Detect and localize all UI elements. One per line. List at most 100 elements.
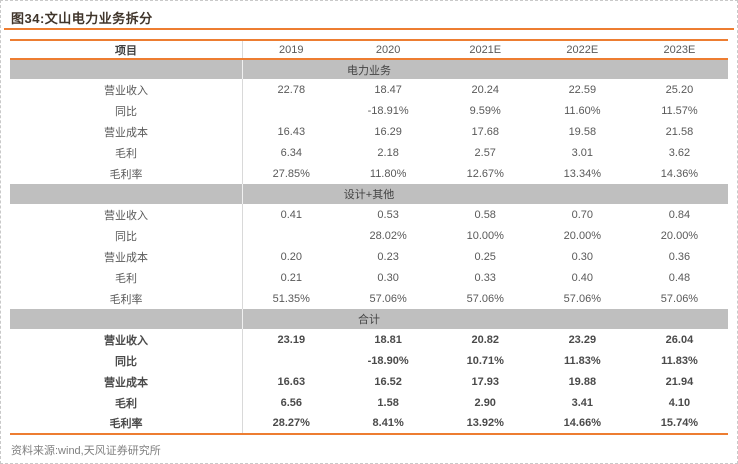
value-cell: 3.62 bbox=[668, 146, 691, 159]
value-cell: 26.04 bbox=[665, 333, 694, 346]
value-cell: 16.63 bbox=[241, 371, 340, 392]
row-label-cell: 毛利 bbox=[115, 397, 137, 410]
value-cell: 19.58 bbox=[568, 125, 597, 138]
value-cell: 13.34% bbox=[563, 167, 601, 180]
value-cell: 0.70 bbox=[571, 208, 594, 221]
value-cell: 25.20 bbox=[665, 83, 694, 96]
value-cell: 6.34 bbox=[241, 142, 340, 163]
value-cell: 0.48 bbox=[668, 271, 691, 284]
row-label-cell: 毛利 bbox=[115, 272, 137, 285]
row-label-cell: 营业收入 bbox=[104, 209, 148, 222]
column-header-year: 2022E bbox=[533, 40, 631, 60]
column-header-year: 2021E bbox=[436, 40, 534, 60]
table-row: 同比 28.02% 10.00% 20.00% 20.00% bbox=[10, 225, 728, 246]
value-cell: 28.27% bbox=[241, 413, 340, 434]
table-row: 同比 -18.90% 10.71% 11.83% 11.83% bbox=[10, 350, 728, 371]
value-cell: 27.85% bbox=[241, 163, 340, 184]
row-label-cell: 毛利率 bbox=[109, 168, 143, 181]
source-note: 资料来源:wind,天风证券研究所 bbox=[11, 445, 161, 457]
value-cell: 11.57% bbox=[661, 104, 698, 117]
value-cell: 0.30 bbox=[571, 250, 594, 263]
value-cell bbox=[241, 225, 340, 246]
value-cell: 12.67% bbox=[466, 167, 504, 180]
row-label-cell: 营业成本 bbox=[104, 126, 148, 139]
section-header-label: 合计 bbox=[10, 309, 728, 329]
value-cell: 57.06% bbox=[369, 292, 407, 305]
value-cell: 15.74% bbox=[660, 417, 699, 429]
table-row: 营业成本 16.63 16.52 17.93 19.88 21.94 bbox=[10, 371, 728, 392]
value-cell: 0.58 bbox=[474, 208, 496, 221]
value-cell: 11.60% bbox=[564, 104, 601, 117]
value-cell: -18.90% bbox=[367, 354, 409, 367]
value-cell: 3.01 bbox=[571, 146, 594, 159]
value-cell: 17.68 bbox=[471, 125, 499, 138]
table-row: 毛利率 51.35% 57.06% 57.06% 57.06% 57.06% bbox=[10, 288, 728, 309]
table-row: 毛利率 27.85% 11.80% 12.67% 13.34% 14.36% bbox=[10, 163, 728, 184]
table-row: 营业成本 0.20 0.23 0.25 0.30 0.36 bbox=[10, 246, 728, 267]
value-cell: 23.19 bbox=[241, 329, 340, 350]
value-cell: 18.47 bbox=[374, 83, 402, 96]
value-cell: 0.33 bbox=[474, 271, 496, 284]
row-label-cell: 同比 bbox=[115, 355, 137, 368]
value-cell: -18.91% bbox=[367, 104, 409, 117]
section-header-row: 合计 bbox=[10, 309, 728, 329]
table-row: 营业成本 16.43 16.29 17.68 19.58 21.58 bbox=[10, 121, 728, 142]
row-label-cell: 同比 bbox=[115, 105, 137, 118]
value-cell: 0.40 bbox=[571, 271, 594, 284]
value-cell: 0.36 bbox=[668, 250, 691, 263]
table-row: 营业收入 0.41 0.53 0.58 0.70 0.84 bbox=[10, 204, 728, 225]
financial-table: 项目 2019 2020 2021E 2022E 2023E 电力业务营业收入 22.78 1… bbox=[10, 39, 728, 435]
value-cell: 8.41% bbox=[372, 417, 404, 429]
value-cell: 16.29 bbox=[374, 125, 402, 138]
row-label-cell: 同比 bbox=[115, 230, 137, 243]
value-cell: 0.25 bbox=[474, 250, 496, 263]
table-header-row: 项目 2019 2020 2021E 2022E 2023E bbox=[10, 40, 728, 60]
section-header-row: 电力业务 bbox=[10, 59, 728, 79]
value-cell: 21.94 bbox=[665, 375, 694, 388]
table-row: 营业收入 22.78 18.47 20.24 22.59 25.20 bbox=[10, 79, 728, 100]
value-cell: 0.84 bbox=[668, 208, 691, 221]
value-cell: 14.66% bbox=[563, 417, 601, 429]
row-label-cell: 毛利率 bbox=[109, 418, 143, 430]
value-cell: 13.92% bbox=[466, 417, 504, 429]
section-header-label: 设计+其他 bbox=[10, 184, 728, 204]
column-header-year: 2019 bbox=[241, 40, 340, 60]
table-body: 电力业务 营业收入 22.78 18.47 20.24 22.59 25.20 同比 -18.9… bbox=[10, 59, 728, 434]
value-cell bbox=[241, 100, 340, 121]
value-cell: 1.58 bbox=[377, 396, 399, 409]
value-cell: 20.00% bbox=[660, 229, 699, 242]
value-cell: 10.00% bbox=[466, 229, 504, 242]
row-label-cell: 营业收入 bbox=[104, 334, 148, 347]
value-cell: 11.80% bbox=[369, 167, 407, 180]
row-label-cell: 营业成本 bbox=[104, 251, 148, 264]
value-cell: 19.88 bbox=[568, 375, 597, 388]
value-cell: 6.56 bbox=[241, 392, 340, 413]
value-cell: 0.41 bbox=[241, 204, 340, 225]
row-label-cell: 毛利 bbox=[115, 147, 137, 160]
value-cell: 4.10 bbox=[668, 396, 691, 409]
table-header: 项目 2019 2020 2021E 2022E 2023E bbox=[10, 40, 728, 60]
value-cell: 57.06% bbox=[660, 292, 699, 305]
value-cell: 2.18 bbox=[377, 146, 399, 159]
row-label-cell: 营业收入 bbox=[104, 84, 148, 97]
value-cell: 23.29 bbox=[568, 333, 597, 346]
table-row: 同比 -18.91% 9.59% 11.60% 11.57% bbox=[10, 100, 728, 121]
row-label-cell: 毛利率 bbox=[109, 293, 143, 306]
value-cell bbox=[241, 350, 340, 371]
value-cell: 16.43 bbox=[241, 121, 340, 142]
figure-caption: 图34:文山电力业务拆分 bbox=[11, 11, 153, 26]
value-cell: 3.41 bbox=[571, 396, 594, 409]
column-header-year: 2020 bbox=[339, 40, 437, 60]
section-header-row: 设计+其他 bbox=[10, 184, 728, 204]
value-cell: 0.23 bbox=[377, 250, 399, 263]
value-cell: 22.59 bbox=[568, 83, 597, 96]
value-cell: 51.35% bbox=[241, 288, 340, 309]
value-cell: 57.06% bbox=[563, 292, 601, 305]
value-cell: 17.93 bbox=[471, 375, 499, 388]
value-cell: 14.36% bbox=[660, 167, 699, 180]
value-cell: 0.21 bbox=[241, 267, 340, 288]
value-cell: 2.57 bbox=[474, 146, 496, 159]
value-cell: 0.20 bbox=[241, 246, 340, 267]
value-cell: 2.90 bbox=[474, 396, 496, 409]
value-cell: 22.78 bbox=[241, 79, 340, 100]
